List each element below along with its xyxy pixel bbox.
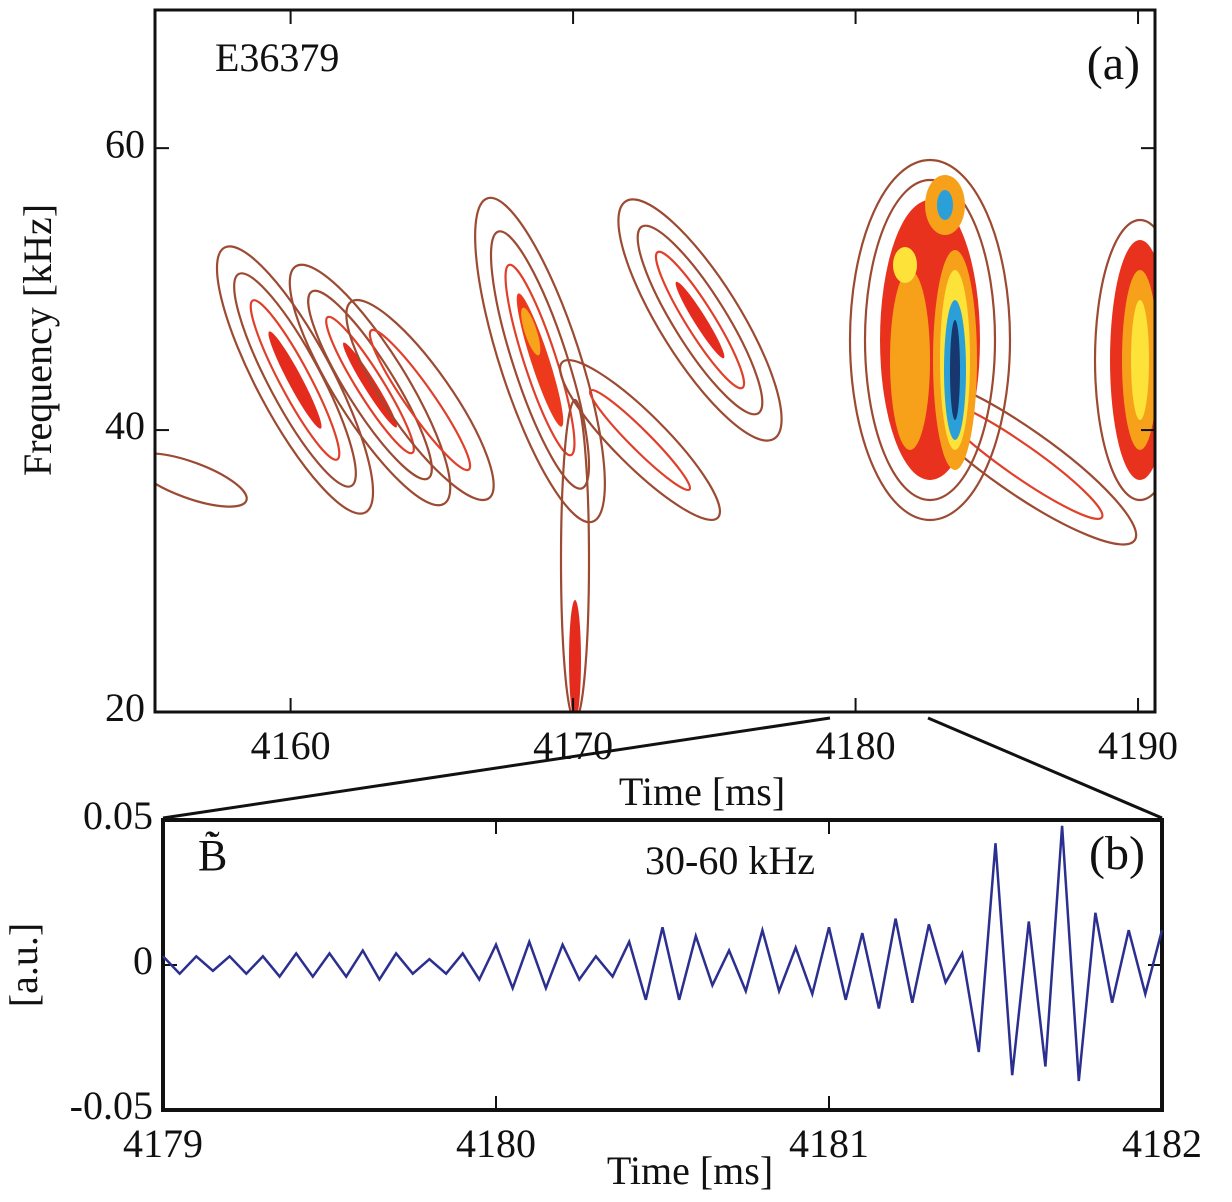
y-tick-label: -0.05 [70, 1083, 153, 1128]
x-tick-label: 4160 [251, 723, 331, 768]
x-tick-label: 4190 [1098, 723, 1178, 768]
x-axis-label: Time [ms] [607, 1148, 773, 1193]
burst [1093, 218, 1155, 502]
x-tick-label: 4180 [816, 723, 896, 768]
burst [848, 158, 1012, 522]
y-tick-label: 60 [105, 121, 145, 166]
chirp [345, 298, 495, 502]
signal-label: B̃̇ [198, 831, 227, 880]
x-tick-label: 4180 [456, 1121, 536, 1166]
y-tick-label: 40 [105, 403, 145, 448]
chirp [474, 196, 606, 524]
chirp [155, 452, 248, 508]
y-axis-label: Frequency [kHz] [15, 204, 60, 476]
y-tick-label: 20 [105, 685, 145, 730]
panel-label: (b) [1089, 827, 1145, 880]
contour-plot [155, 158, 1155, 712]
y-axis-label: [a.u.] [1, 923, 46, 1007]
annotation: E36379 [215, 35, 339, 80]
streak [559, 398, 591, 712]
x-tick-label: 4170 [533, 723, 613, 768]
panel-label: (a) [1087, 37, 1140, 90]
x-tick-label: 4182 [1122, 1121, 1202, 1166]
chirp [558, 358, 722, 522]
chirp [288, 263, 452, 507]
x-axis-label: Time [ms] [619, 769, 785, 814]
x-tick-label: 4181 [789, 1121, 869, 1166]
chirp [617, 198, 783, 442]
y-tick-label: 0 [133, 938, 153, 983]
signal-line [162, 825, 1164, 1082]
x-tick-label: 4179 [123, 1121, 203, 1166]
plot-frame [153, 8, 1157, 714]
annotation: 30-60 kHz [645, 838, 815, 883]
y-tick-label: 0.05 [83, 793, 153, 838]
zoom-connector [927, 716, 1163, 820]
zoom-connector [162, 716, 831, 820]
